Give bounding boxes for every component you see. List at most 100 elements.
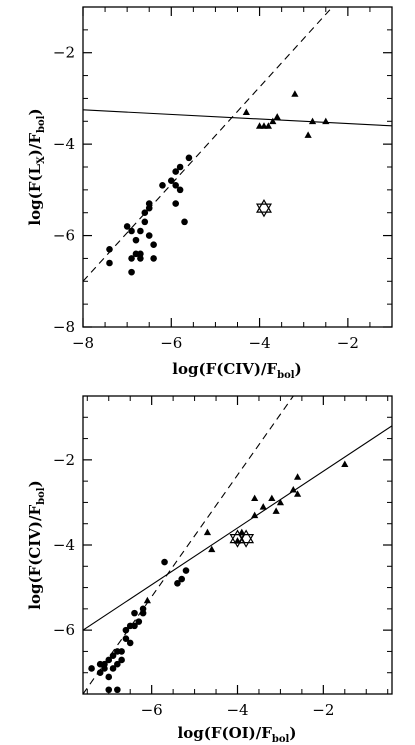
circle-point [114,660,121,668]
triangle-point [308,117,317,125]
circle-point [167,177,175,185]
star-point [238,529,255,548]
circle-point [131,622,138,630]
circle-point [137,227,144,235]
circle-point [182,567,190,574]
y-tick-label: −6 [53,227,75,245]
plot-frame-bottom [82,395,393,695]
triangle-point [251,511,259,519]
x-tick-label: −8 [72,334,94,352]
circle-point [109,665,117,672]
y-tick-label: −6 [53,621,75,639]
y-axis-label-top: log(F(LX)/Fbol) [26,108,47,225]
star-triangle-up [255,198,272,213]
circle-point [128,255,135,262]
triangle-point [341,460,349,467]
circle-point [159,181,166,189]
circle-point [178,575,186,583]
triangle-point [293,473,302,480]
x-tick-label: −4 [226,701,248,719]
circle-point [105,673,113,681]
x-tick-label: −2 [337,334,359,352]
triangle-point [269,117,277,125]
circle-point [139,609,147,617]
triangle-point [289,486,297,493]
circle-point [145,200,153,207]
star-triangle-up [229,529,246,544]
circle-point [106,259,113,267]
panel-top: −8 −6 −4 −2 −8 −6 −4 −2 log(F(CIV)/Fbol) log(F(… [26,6,393,381]
circle-point [181,218,188,226]
circle-point [126,639,134,647]
fit-line-solid [83,109,392,127]
star-triangle-down [255,203,272,218]
x-tick-label: −6 [160,334,182,352]
circle-point [88,665,95,672]
triangle-point [143,596,151,604]
circle-point [176,186,184,194]
triangle-point [291,90,299,97]
x-tick-label: −6 [141,701,163,719]
circle-point [122,635,130,642]
circle-point [132,236,140,244]
triangle-point [276,498,285,506]
circle-point [161,558,168,566]
circle-point [96,669,104,677]
star-point [229,529,246,548]
circle-point [123,223,131,230]
circle-point [122,626,130,634]
triangle-point [268,494,276,502]
star-triangle-down [229,534,246,548]
circle-point [118,656,125,664]
triangle-point [293,490,302,497]
circle-point [172,181,179,189]
fit-line-solid [83,425,392,631]
circle-point [176,163,184,171]
triangle-point [304,131,312,138]
points-bottom [88,460,349,694]
circle-point [141,218,149,226]
circle-point [137,250,144,258]
x-tick-label: −2 [312,701,334,719]
panel-bottom: −6 −4 −2 −6 −4 −2 log(F(OI)/Fbol) log(F(CIV)/… [26,395,393,745]
circle-point [145,232,153,239]
ticks-top: −8 −6 −4 −2 −8 −6 −4 −2 [53,6,393,352]
circle-point [145,204,153,212]
circle-point [109,652,117,659]
y-tick-label: −8 [53,318,75,336]
triangle-point [208,545,216,553]
circle-point [118,648,125,655]
triangle-point [264,122,272,129]
star-triangle-down [238,534,255,548]
triangle-point [251,494,259,502]
fit-lines-bottom [83,396,392,694]
circle-point [128,268,135,276]
y-tick-label: −4 [53,536,75,554]
fit-line-dashed [83,7,333,282]
plot-frame-top [82,6,393,328]
triangle-point [238,528,246,536]
circle-point [172,200,179,207]
x-axis-label-bottom: log(F(OI)/Fbol) [178,724,297,745]
circle-point [105,686,113,694]
y-tick-label: −2 [53,44,75,62]
circle-point [185,154,193,162]
triangle-point [259,503,267,510]
circle-point [172,168,179,175]
circle-point [135,618,143,625]
fit-line-dashed [83,396,294,694]
circle-point [174,580,181,587]
circle-point [106,245,113,253]
circle-point [128,227,135,235]
fit-lines-top [83,7,392,282]
star-point [255,198,272,218]
star-triangle-up [238,529,255,544]
x-tick-label: −4 [249,334,271,352]
circle-point [105,656,113,664]
points-top [106,90,330,276]
circle-point [150,255,157,262]
triangle-point [203,528,212,536]
y-tick-label: −2 [53,451,75,469]
triangle-point [242,108,250,116]
